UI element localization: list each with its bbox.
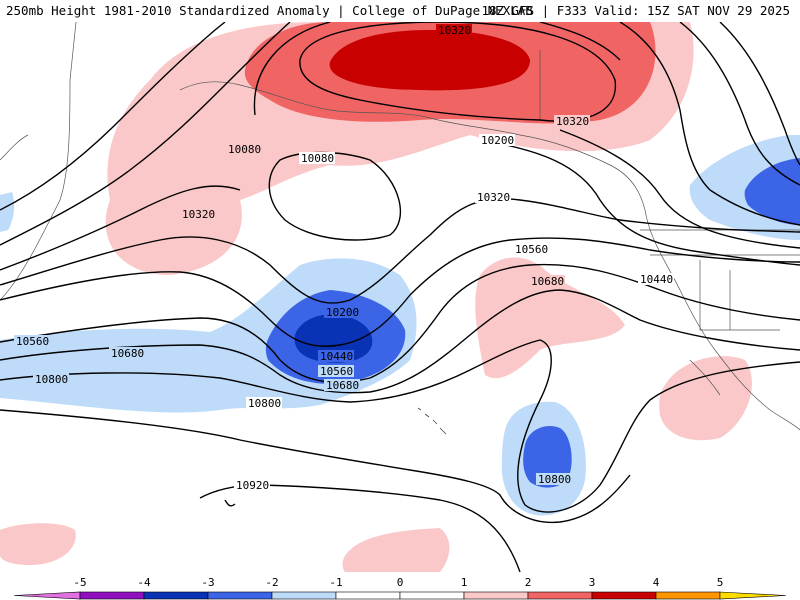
- positive-anomaly-mexico: [659, 356, 752, 441]
- colorbar-tick-label: 1: [461, 576, 468, 589]
- height-contours: [0, 22, 800, 572]
- positive-anomaly-south: [342, 528, 450, 572]
- map-title: 250mb Height 1981-2010 Standardized Anom…: [6, 3, 533, 18]
- colorbar-segment: [655, 591, 721, 600]
- contour-label: 10800: [248, 397, 281, 410]
- colorbar-segment: [271, 591, 337, 600]
- contour-label: 10320: [182, 208, 215, 221]
- contour-label: 10320: [477, 191, 510, 204]
- positive-anomaly-southwest: [0, 523, 76, 565]
- model-run-info: 18Z GFS | F333 Valid: 15Z SAT NOV 29 202…: [481, 3, 790, 18]
- contour-label: 10200: [481, 134, 514, 147]
- contour-label: 10920: [236, 479, 269, 492]
- contour-labels: 10320 10080 10080 10320 10200 10320 1032…: [14, 24, 674, 492]
- hawaii-islands: [417, 407, 447, 435]
- colorbar-tick-label: 0: [397, 576, 404, 589]
- colorbar-segment: [591, 591, 657, 600]
- contour-label: 10680: [326, 379, 359, 392]
- colorbar-segment: [13, 591, 81, 600]
- positive-anomaly-central-pacific: [475, 257, 625, 379]
- contour-label: 10320: [556, 115, 589, 128]
- contour-label: 10680: [531, 275, 564, 288]
- colorbar-ticks: -5 -4 -3 -2 -1 0 1 2 3 4 5: [73, 576, 723, 589]
- contour-label: 10800: [35, 373, 68, 386]
- negative-anomaly-east-core: [744, 158, 800, 225]
- contour-label: 10320: [438, 24, 471, 37]
- contour-label: 10800: [538, 473, 571, 486]
- contour-label: 10560: [320, 365, 353, 378]
- colorbar-tick-label: -1: [329, 576, 342, 589]
- colorbar-segment: [207, 591, 273, 600]
- contour-label: 10560: [16, 335, 49, 348]
- colorbar-segment: [527, 591, 593, 600]
- colorbar-segment: [335, 591, 401, 600]
- colorbar-tick-label: 3: [589, 576, 596, 589]
- positive-anomaly-alaska-core: [329, 30, 530, 91]
- colorbar-tick-label: 5: [717, 576, 724, 589]
- anomaly-map: 10320 10080 10080 10320 10200 10320 1032…: [0, 22, 800, 572]
- colorbar-tick-label: -4: [137, 576, 151, 589]
- contour-label: 10560: [515, 243, 548, 256]
- contour-label: 10440: [640, 273, 673, 286]
- colorbar: -5 -4 -3 -2 -1 0 1 2 3 4 5: [13, 576, 787, 600]
- colorbar-tick-label: 2: [525, 576, 532, 589]
- colorbar-tick-label: 4: [653, 576, 660, 589]
- colorbar-segment: [143, 591, 209, 600]
- colorbar-segment: [719, 591, 787, 600]
- contour-label: 10080: [228, 143, 261, 156]
- negative-anomaly-south-core: [523, 425, 572, 488]
- contour-label: 10200: [326, 306, 359, 319]
- colorbar-segment: [463, 591, 529, 600]
- contour-label: 10080: [301, 152, 334, 165]
- contour-label: 10680: [111, 347, 144, 360]
- colorbar-segments: [13, 591, 787, 600]
- colorbar-tick-label: -3: [201, 576, 214, 589]
- colorbar-tick-label: -2: [265, 576, 278, 589]
- contour-label: 10440: [320, 350, 353, 363]
- colorbar-segment: [79, 591, 145, 600]
- anomaly-shading: [0, 22, 800, 572]
- colorbar-tick-label: -5: [73, 576, 86, 589]
- colorbar-segment: [399, 591, 465, 600]
- negative-anomaly-west-edge: [0, 192, 15, 232]
